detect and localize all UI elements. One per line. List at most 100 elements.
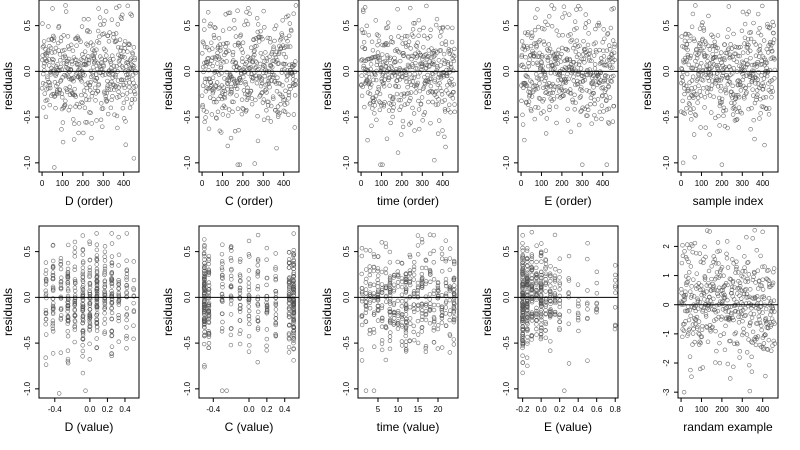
data-point	[220, 281, 225, 287]
data-point	[757, 25, 762, 31]
data-point	[228, 301, 234, 307]
data-point	[39, 86, 45, 91]
data-point	[77, 104, 82, 110]
data-point	[280, 18, 285, 23]
data-point	[120, 12, 125, 18]
data-point	[713, 360, 718, 365]
data-point	[264, 343, 269, 348]
data-point	[589, 121, 594, 126]
data-point	[238, 278, 243, 283]
y-tick-label: -0.5	[183, 110, 192, 124]
data-point	[103, 9, 109, 14]
x-axis-label: E (value)	[544, 420, 592, 434]
data-point	[534, 308, 539, 314]
data-point	[387, 338, 393, 343]
data-point	[447, 350, 453, 355]
data-point	[371, 344, 377, 349]
data-point	[261, 97, 267, 102]
data-point	[219, 130, 224, 135]
data-point	[752, 74, 758, 80]
data-point	[421, 112, 426, 118]
data-point	[370, 106, 375, 111]
data-point	[525, 289, 530, 295]
data-point	[525, 102, 531, 108]
data-point	[686, 275, 691, 281]
data-point	[725, 265, 731, 270]
data-point	[415, 40, 420, 45]
data-point	[720, 288, 725, 293]
data-point	[72, 288, 78, 293]
data-point	[524, 355, 530, 360]
data-point	[760, 287, 766, 292]
data-point	[604, 162, 609, 167]
data-point	[255, 263, 260, 268]
data-point	[706, 268, 712, 274]
data-point	[65, 288, 71, 294]
data-point	[730, 315, 735, 320]
data-point	[103, 48, 108, 53]
data-point	[723, 309, 728, 314]
data-point	[122, 39, 128, 44]
data-point	[232, 78, 237, 84]
data-point	[226, 79, 232, 84]
data-point	[72, 264, 78, 270]
data-point	[372, 111, 377, 116]
data-point	[291, 11, 296, 16]
data-point	[272, 38, 277, 44]
data-point	[761, 294, 766, 299]
data-point	[72, 313, 78, 319]
data-point	[242, 70, 247, 75]
data-point	[82, 73, 87, 78]
data-point	[568, 32, 573, 37]
data-point	[443, 59, 448, 64]
data-point	[427, 306, 433, 312]
data-point	[291, 346, 296, 351]
data-point	[127, 80, 132, 85]
data-point	[554, 28, 559, 33]
data-point	[761, 83, 766, 89]
data-point	[753, 305, 759, 311]
y-tick-label: -1.0	[662, 155, 671, 169]
y-tick-label: 0.5	[23, 20, 32, 32]
data-point	[443, 259, 448, 264]
data-point	[543, 248, 549, 253]
data-point	[62, 47, 67, 53]
data-point	[94, 336, 99, 341]
y-tick-label: 2	[662, 244, 671, 249]
data-point	[683, 83, 689, 89]
data-point	[43, 82, 48, 87]
data-point	[529, 256, 534, 262]
data-point	[279, 33, 285, 38]
data-point	[44, 97, 50, 103]
x-tick-label: 300	[416, 179, 430, 188]
data-point	[520, 112, 525, 118]
data-point	[116, 312, 121, 318]
data-point	[206, 304, 211, 309]
data-point	[427, 251, 433, 256]
data-point	[431, 232, 437, 238]
data-point	[578, 66, 584, 71]
data-point	[109, 284, 115, 289]
data-point	[557, 275, 562, 280]
data-point	[547, 348, 553, 353]
data-point	[423, 294, 429, 299]
data-point	[238, 80, 243, 86]
data-point	[613, 285, 618, 290]
data-point	[260, 100, 266, 105]
data-point	[752, 228, 757, 233]
data-point	[379, 338, 385, 343]
data-point	[713, 261, 719, 266]
data-point	[40, 57, 45, 63]
data-point	[734, 259, 739, 264]
data-point	[728, 54, 733, 60]
data-point	[611, 50, 617, 55]
data-point	[71, 117, 76, 122]
data-point	[202, 263, 207, 269]
data-point	[381, 84, 387, 89]
x-tick-label: 300	[736, 179, 750, 188]
data-point	[70, 76, 75, 81]
data-point	[520, 274, 525, 279]
data-point	[689, 374, 694, 379]
data-point	[200, 51, 205, 56]
data-point	[539, 259, 544, 264]
